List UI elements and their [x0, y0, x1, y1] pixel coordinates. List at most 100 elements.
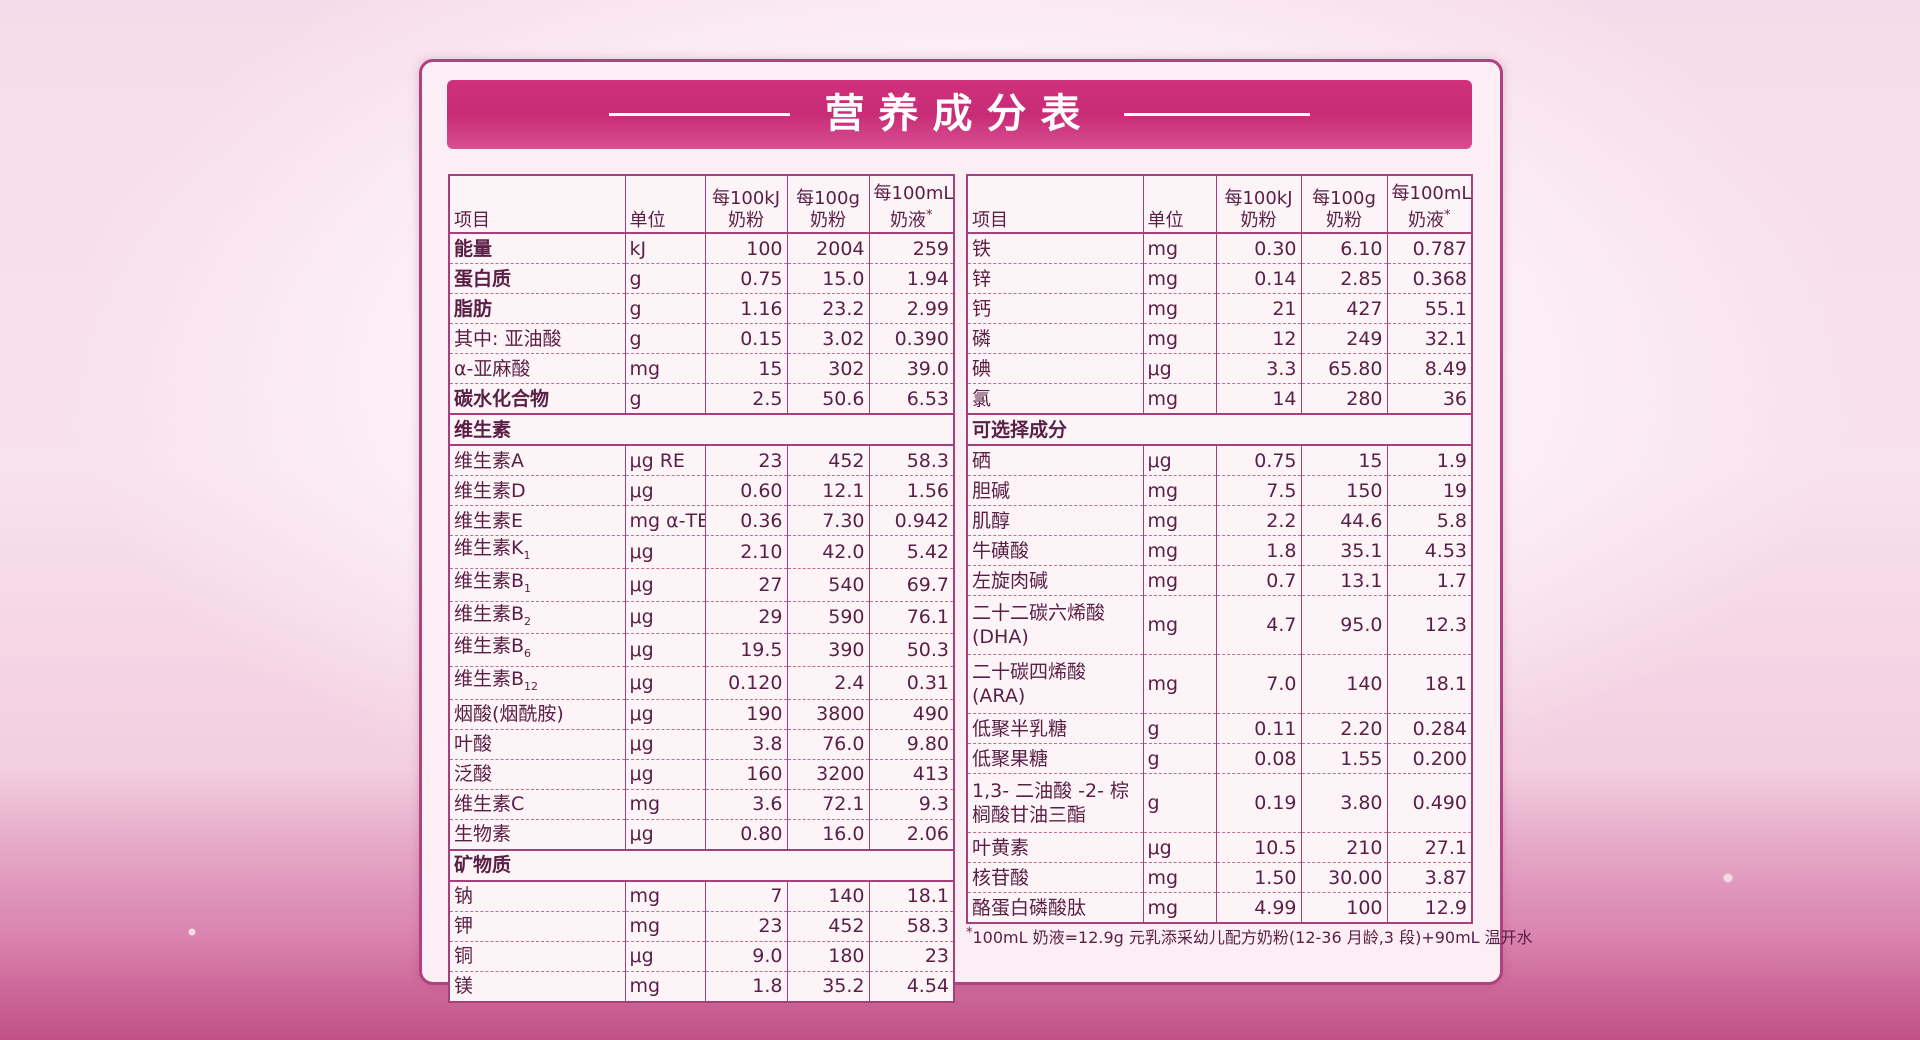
- item-cell: 碳水化合物: [448, 383, 626, 415]
- item-name: 维生素B: [454, 668, 525, 691]
- header-text: 项目: [972, 210, 1008, 231]
- unit-cell: g: [624, 293, 706, 324]
- value-cell: 35.1: [1300, 535, 1388, 566]
- header-text: 奶粉: [810, 210, 846, 231]
- data-row: 锌 mg 0.14 2.85 0.368: [966, 263, 1473, 294]
- value-cell: 7.5: [1215, 475, 1302, 506]
- value-cell: 21: [1215, 293, 1302, 324]
- item-name: 低聚果糖: [972, 747, 1049, 770]
- footnote: *100mL 奶液=12.9g 元乳添采幼儿配方奶粉(12-36 月龄,3 段)…: [966, 924, 1533, 948]
- data-row: 钙 mg 21 427 55.1: [966, 293, 1473, 324]
- value-cell: 4.99: [1215, 892, 1302, 924]
- unit-cell: mg: [1142, 892, 1217, 924]
- item-name: 左旋肉碱: [972, 569, 1049, 592]
- value-cell: 1.8: [704, 971, 788, 1003]
- item-line: 1,3- 二油酸 -2- 棕: [972, 780, 1129, 802]
- value-cell: 2.5: [704, 383, 788, 415]
- value-cell: 23.2: [786, 293, 870, 324]
- data-row: 叶黄素 μg 10.5 210 27.1: [966, 832, 1473, 863]
- data-row: 牛磺酸 mg 1.8 35.1 4.53: [966, 535, 1473, 566]
- value-cell: 36: [1386, 383, 1473, 415]
- item-name: α-亚麻酸: [454, 357, 531, 380]
- unit-cell: mg: [1142, 293, 1217, 324]
- unit-cell: mg: [1142, 505, 1217, 536]
- header-text: 每100g: [796, 188, 860, 209]
- item-name: 叶酸: [454, 733, 493, 756]
- item-name: 维生素B: [454, 602, 525, 625]
- value-cell: 180: [786, 941, 870, 972]
- item-cell: 能量: [448, 233, 626, 264]
- value-cell: 2.06: [868, 819, 955, 851]
- item-name: 维生素C: [454, 793, 525, 816]
- item-line: (DHA): [972, 626, 1029, 648]
- value-cell: 1.8: [1215, 535, 1302, 566]
- item-line: 榈酸甘油三酯: [972, 804, 1087, 826]
- data-row: 叶酸 μg 3.8 76.0 9.80: [448, 729, 955, 760]
- unit-cell: μg: [624, 475, 706, 506]
- data-row: 酪蛋白磷酸肽 mg 4.99 100 12.9: [966, 892, 1473, 924]
- value-cell: 1.9: [1386, 445, 1473, 476]
- value-cell: 0.08: [1215, 743, 1302, 774]
- item-cell: 维生素K1: [448, 535, 626, 569]
- value-cell: 3.3: [1215, 353, 1302, 384]
- item-name: 叶黄素: [972, 836, 1030, 859]
- unit-cell: mg: [1142, 263, 1217, 294]
- item-cell: 酪蛋白磷酸肽: [966, 892, 1144, 924]
- data-row: α-亚麻酸 mg 15 302 39.0: [448, 353, 955, 384]
- value-cell: 10.5: [1215, 832, 1302, 863]
- item-cell: 氯: [966, 383, 1144, 415]
- data-row: 铜 μg 9.0 180 23: [448, 941, 955, 972]
- header-line: 奶液*: [874, 205, 950, 231]
- item-name: 能量: [454, 237, 493, 260]
- data-row: 维生素B12 μg 0.120 2.4 0.31: [448, 666, 955, 700]
- item-cell: 维生素E: [448, 505, 626, 536]
- item-cell: 牛磺酸: [966, 535, 1144, 566]
- unit-cell: μg: [624, 759, 706, 790]
- value-cell: 39.0: [868, 353, 955, 384]
- value-cell: 427: [1300, 293, 1388, 324]
- item-cell: 钾: [448, 911, 626, 942]
- value-cell: 30.00: [1300, 862, 1388, 893]
- data-row: 其中: 亚油酸 g 0.15 3.02 0.390: [448, 323, 955, 354]
- value-cell: 0.787: [1386, 233, 1473, 264]
- header-cell: 每100kJ 奶粉: [704, 175, 788, 234]
- value-cell: 100: [704, 233, 788, 264]
- unit-cell: μg: [624, 819, 706, 851]
- item-name: 维生素B: [454, 569, 525, 592]
- unit-cell: μg: [1142, 353, 1217, 384]
- value-cell: 0.75: [704, 263, 788, 294]
- item-name: 锌: [972, 267, 992, 290]
- value-cell: 3800: [786, 699, 870, 730]
- value-cell: 15: [704, 353, 788, 384]
- value-cell: 0.60: [704, 475, 788, 506]
- value-cell: 7.30: [786, 505, 870, 536]
- title-rule: [1124, 113, 1310, 116]
- value-cell: 1.55: [1300, 743, 1388, 774]
- data-row: 核苷酸 mg 1.50 30.00 3.87: [966, 862, 1473, 893]
- item-name: 铁: [972, 237, 992, 260]
- value-cell: 12.3: [1386, 595, 1473, 655]
- unit-cell: mg: [624, 880, 706, 912]
- value-cell: 1.50: [1215, 862, 1302, 893]
- header-line: 单位: [1148, 210, 1212, 231]
- item-name: 钾: [454, 915, 474, 938]
- value-cell: 29: [704, 601, 788, 635]
- data-row: 维生素E mg α-TE 0.36 7.30 0.942: [448, 505, 955, 536]
- header-line: 奶粉: [1306, 210, 1383, 231]
- item-name: 其中: 亚油酸: [454, 327, 562, 350]
- unit-cell: g: [1142, 743, 1217, 774]
- header-line: 项目: [972, 210, 1139, 231]
- value-cell: 2004: [786, 233, 870, 264]
- item-cell: 维生素B1: [448, 568, 626, 602]
- item-cell: α-亚麻酸: [448, 353, 626, 384]
- item-name: 低聚半乳糖: [972, 717, 1068, 740]
- value-cell: 0.15: [704, 323, 788, 354]
- item-cell: 叶黄素: [966, 832, 1144, 863]
- header-cell: 每100g 奶粉: [786, 175, 870, 234]
- header-mark: *: [926, 208, 933, 223]
- value-cell: 76.1: [868, 601, 955, 635]
- header-cell: 每100mL 奶液*: [868, 175, 955, 234]
- value-cell: 150: [1300, 475, 1388, 506]
- header-line: 奶粉: [1221, 210, 1297, 231]
- item-name: 磷: [972, 327, 992, 350]
